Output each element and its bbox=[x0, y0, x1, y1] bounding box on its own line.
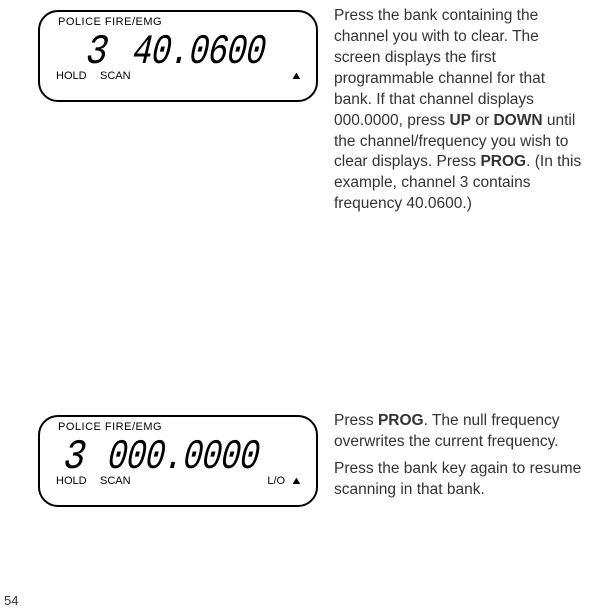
instruction-text-1: Press the bank containing the channel yo… bbox=[328, 6, 583, 221]
lcd1-up-arrow-icon: ▲ bbox=[290, 70, 303, 82]
paragraph-3: Press the bank key again to resume scann… bbox=[334, 459, 583, 501]
paragraph-2: Press PROG. The null frequency overwrite… bbox=[334, 411, 583, 453]
manual-page: POLICE FIRE/EMG 3 40.0600 HOLD SCAN ▲ Pr… bbox=[0, 0, 597, 614]
lcd-display-2: POLICE FIRE/EMG 3 000.0000 HOLD SCAN L/O… bbox=[38, 415, 318, 507]
lcd1-main-line: 3 40.0600 bbox=[54, 28, 302, 74]
lcd1-channel-number: 3 bbox=[56, 28, 108, 76]
lcd2-up-arrow-icon: ▲ bbox=[290, 475, 303, 487]
lcd-display-1: POLICE FIRE/EMG 3 40.0600 HOLD SCAN ▲ bbox=[38, 10, 318, 102]
lcd-column-2: POLICE FIRE/EMG 3 000.0000 HOLD SCAN L/O… bbox=[38, 411, 328, 507]
p2-prog-key: PROG bbox=[378, 412, 424, 429]
p1-down-key: DOWN bbox=[493, 112, 542, 129]
lcd2-main-line: 3 000.0000 bbox=[54, 433, 302, 479]
lcd-column-1: POLICE FIRE/EMG 3 40.0600 HOLD SCAN ▲ bbox=[38, 6, 328, 102]
lcd2-frequency: 000.0000 bbox=[106, 433, 261, 481]
instruction-text-2: Press PROG. The null frequency overwrite… bbox=[328, 411, 583, 507]
p2-text-a: Press bbox=[334, 412, 378, 429]
p1-prog-key: PROG bbox=[480, 153, 526, 170]
paragraph-1: Press the bank containing the channel yo… bbox=[334, 6, 583, 215]
lcd2-top-labels: POLICE FIRE/EMG bbox=[54, 421, 302, 433]
p1-up-key: UP bbox=[449, 112, 471, 129]
p1-text-a: Press the bank containing the channel yo… bbox=[334, 7, 545, 129]
p1-text-b: or bbox=[471, 112, 493, 129]
step-row-1: POLICE FIRE/EMG 3 40.0600 HOLD SCAN ▲ Pr… bbox=[38, 6, 583, 221]
step-row-2: POLICE FIRE/EMG 3 000.0000 HOLD SCAN L/O… bbox=[38, 411, 583, 507]
lcd2-lo-label: L/O bbox=[267, 475, 285, 487]
lcd2-channel-number: 3 bbox=[54, 433, 86, 481]
lcd1-frequency: 40.0600 bbox=[131, 28, 267, 76]
lcd1-top-labels: POLICE FIRE/EMG bbox=[54, 16, 302, 28]
page-number: 54 bbox=[4, 593, 18, 608]
